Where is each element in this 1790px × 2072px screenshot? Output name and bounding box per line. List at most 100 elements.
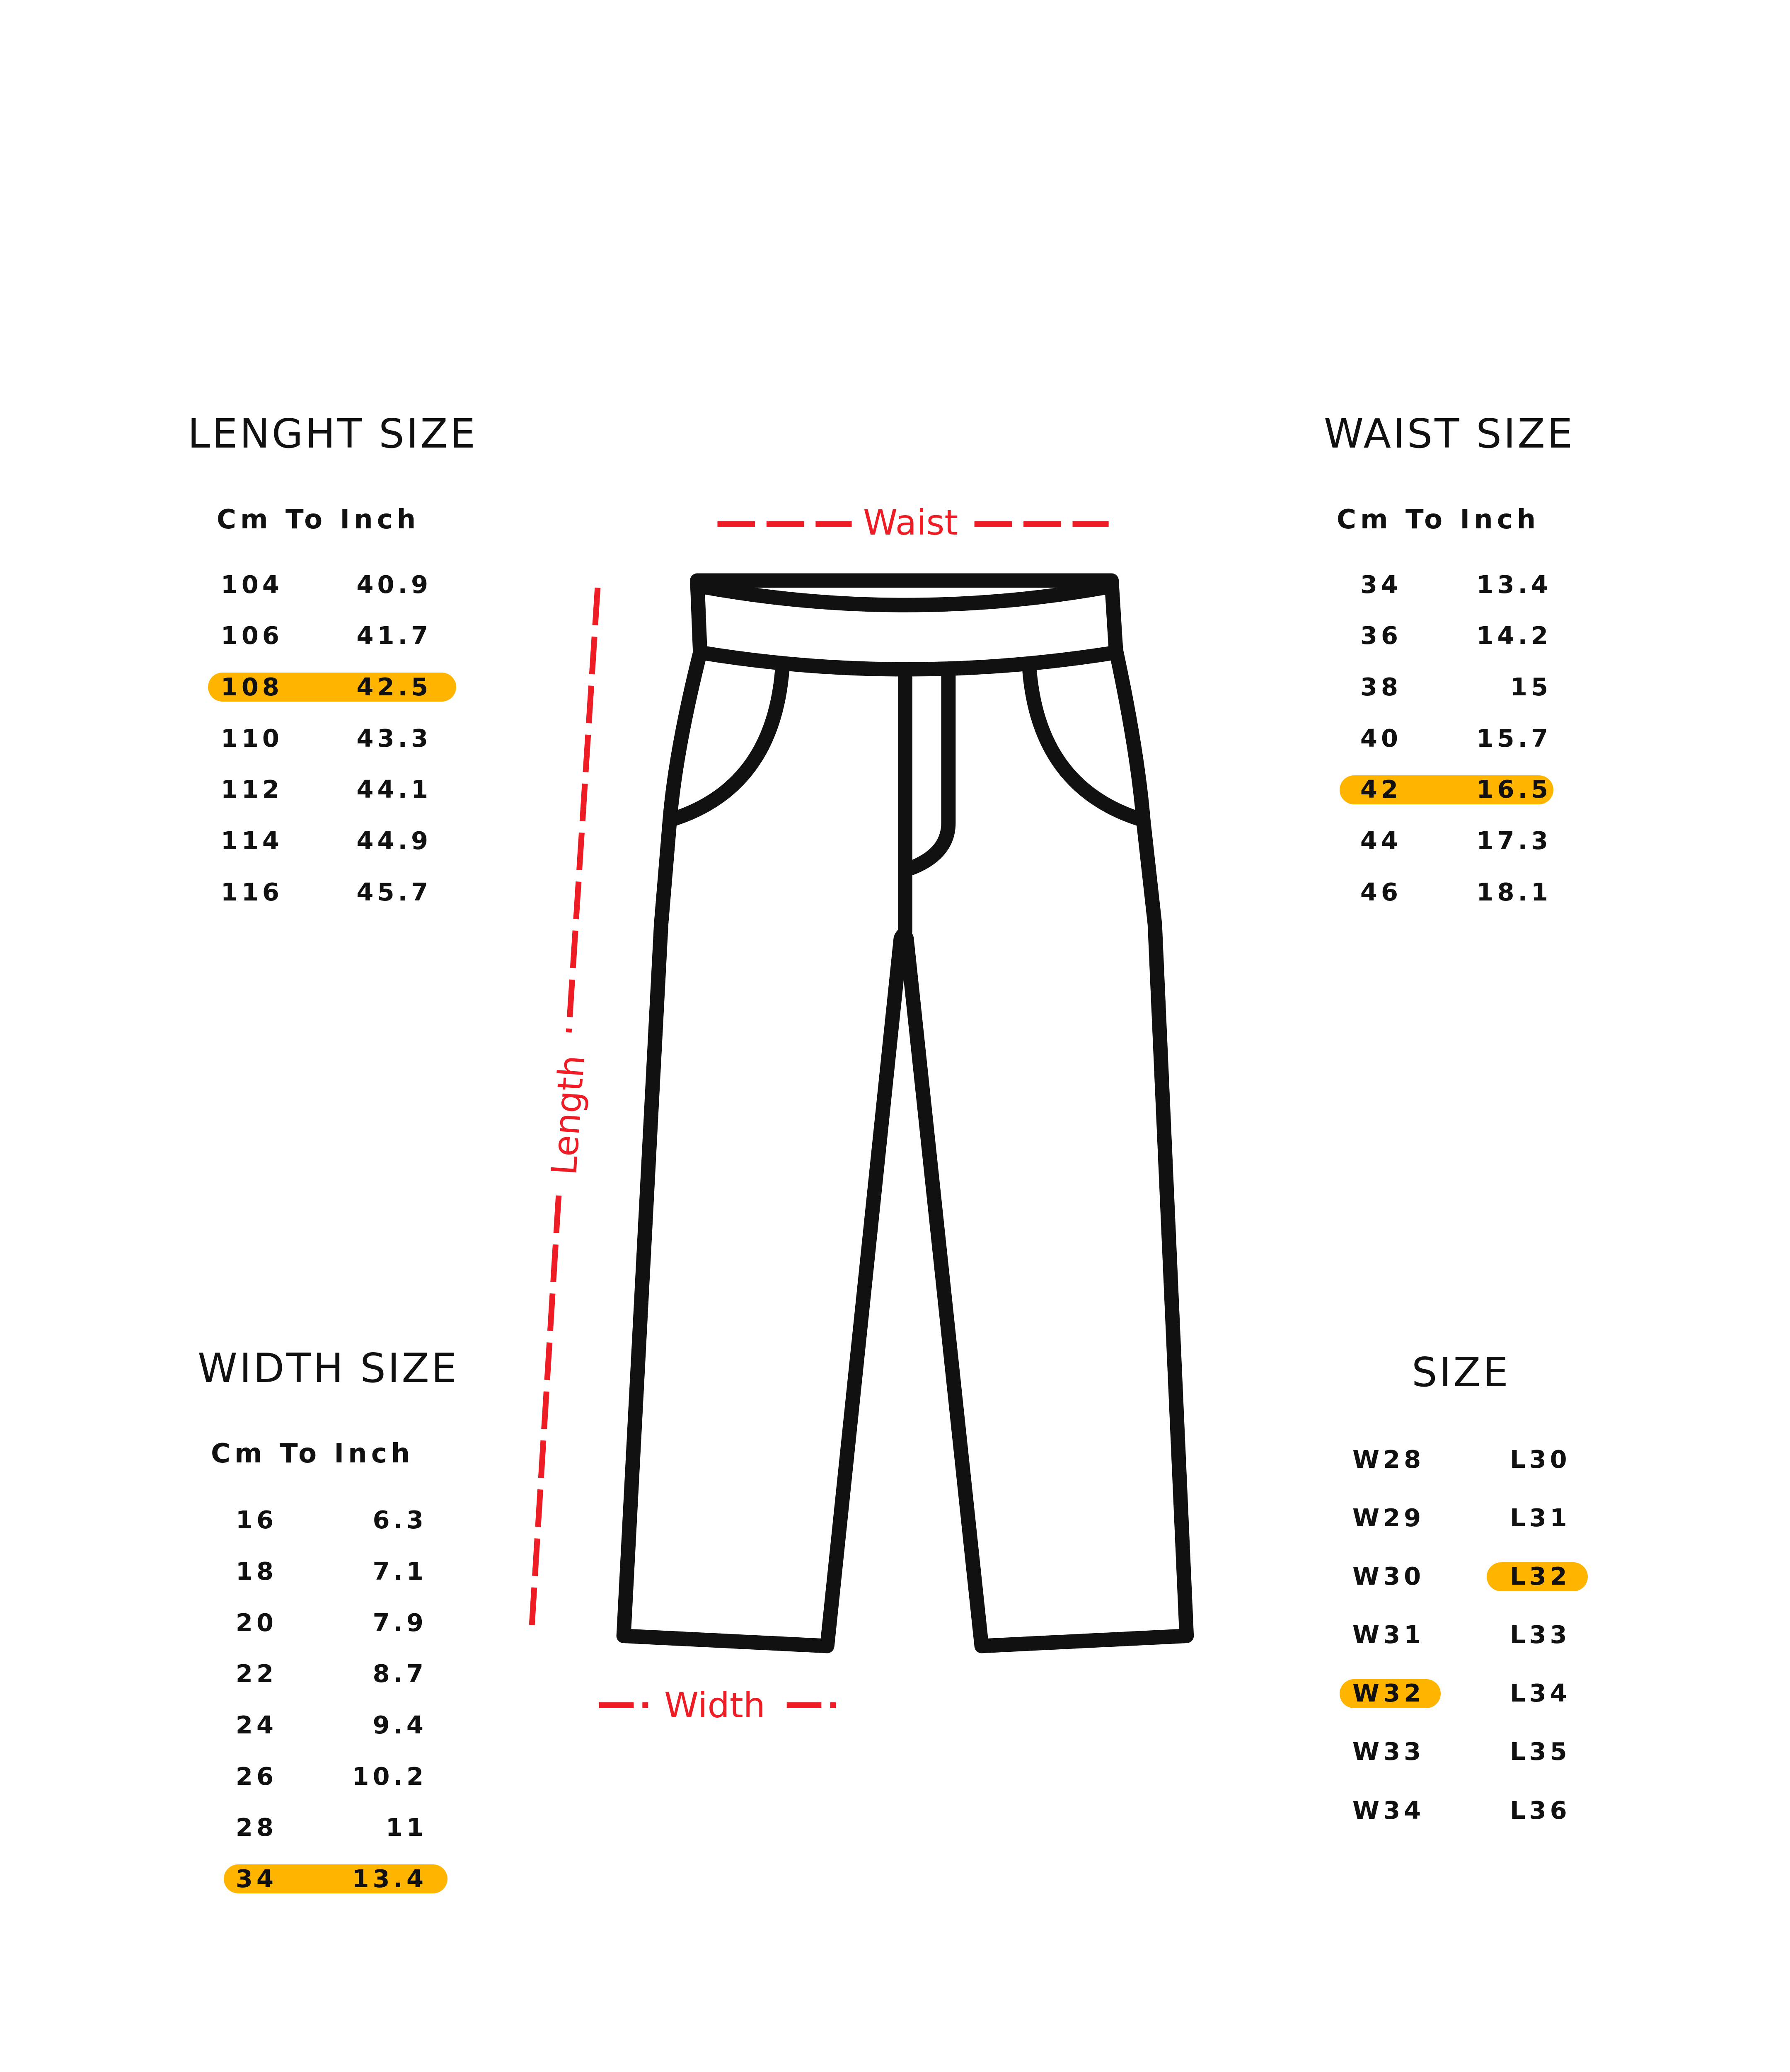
table-row: 46 18.1: [0, 874, 1790, 911]
waistband-top: [693, 579, 1119, 612]
table-row: 34 13.4: [0, 566, 1790, 603]
table-row: 104 40.9: [0, 566, 1790, 603]
inch-value: 8.7: [373, 1659, 427, 1688]
inch-value: 13.4: [352, 1864, 427, 1893]
table-row: 116 45.7: [0, 874, 1790, 911]
cm-value: 106: [220, 621, 283, 650]
waist-size: W32: [1352, 1679, 1425, 1707]
highlight-marker: [1340, 775, 1553, 804]
inch-value: 40.9: [356, 570, 432, 599]
size-row: W33 L35: [0, 1733, 1790, 1770]
length-label: Length: [544, 1054, 593, 1176]
table-row: 20 7.9: [0, 1604, 1790, 1641]
table-row: 36 14.2: [0, 617, 1790, 654]
length-measure-line-top: [566, 587, 601, 1033]
highlight-marker: [208, 673, 456, 702]
table-row: 40 15.7: [0, 720, 1790, 757]
cm-value: 112: [220, 775, 283, 804]
table-row: 38 15: [0, 668, 1790, 706]
length-size: L36: [1510, 1796, 1571, 1825]
cm-value: 34: [1360, 570, 1402, 599]
inch-value: 6.3: [373, 1506, 427, 1534]
size-row: W29 L31: [0, 1499, 1790, 1537]
inch-value: 7.1: [373, 1557, 427, 1585]
inch-value: 15: [1510, 673, 1552, 701]
inch-value: 42.5: [356, 673, 432, 701]
size-row: W28 L30: [0, 1441, 1790, 1478]
inch-value: 17.3: [1476, 826, 1552, 855]
right-pocket: [1022, 660, 1151, 828]
size-row: W30 L32: [0, 1558, 1790, 1595]
width-size-title: WIDTH SIZE: [198, 1345, 459, 1392]
waist-size-title: WAIST SIZE: [1324, 410, 1575, 457]
waist-size: W33: [1352, 1737, 1425, 1766]
inch-value: 18.1: [1476, 878, 1552, 906]
inch-value: 43.3: [356, 724, 432, 753]
cm-value: 44: [1360, 826, 1402, 855]
inch-value: 16.5: [1476, 775, 1552, 804]
cm-value: 110: [220, 724, 283, 753]
cm-value: 28: [235, 1813, 277, 1842]
table-row: 28 11: [0, 1809, 1790, 1846]
inch-value: 9.4: [373, 1711, 427, 1739]
waist-label: Waist: [863, 502, 958, 543]
table-row: 106 41.7: [0, 617, 1790, 654]
highlight-marker: [1340, 1679, 1441, 1708]
cm-value: 24: [235, 1711, 277, 1739]
inch-value: 44.9: [356, 826, 432, 855]
size-row: W31 L33: [0, 1616, 1790, 1653]
length-measure-line-bottom: [528, 1195, 562, 1636]
table-row: 34 13.4: [0, 1860, 1790, 1898]
size-row: W32 L34: [0, 1675, 1790, 1712]
waist-size-subtitle: Cm To Inch: [1337, 504, 1540, 535]
length-size: L34: [1510, 1679, 1571, 1707]
length-size: L35: [1510, 1737, 1571, 1766]
table-row: 42 16.5: [0, 771, 1790, 808]
cm-value: 34: [235, 1864, 277, 1893]
length-size-subtitle: Cm To Inch: [217, 504, 420, 535]
waist-size: W28: [1352, 1445, 1425, 1474]
inch-value: 41.7: [356, 621, 432, 650]
length-size: L32: [1510, 1562, 1571, 1590]
cm-value: 108: [220, 673, 283, 701]
table-row: 16 6.3: [0, 1501, 1790, 1539]
highlight-marker: [1487, 1562, 1588, 1591]
width-label: Width: [664, 1685, 766, 1726]
table-row: 114 44.9: [0, 822, 1790, 859]
waist-size: W29: [1352, 1503, 1425, 1532]
table-row: 44 17.3: [0, 822, 1790, 859]
cm-value: 36: [1360, 621, 1402, 650]
highlight-marker: [224, 1864, 448, 1893]
cm-value: 42: [1360, 775, 1402, 804]
waist-size: W31: [1352, 1620, 1425, 1649]
length-size-title: LENGHT SIZE: [188, 410, 477, 457]
size-row: W34 L36: [0, 1792, 1790, 1829]
length-size: L30: [1510, 1445, 1571, 1474]
table-row: 112 44.1: [0, 771, 1790, 808]
left-pocket: [663, 660, 790, 828]
cm-value: 16: [235, 1506, 277, 1534]
cm-value: 104: [220, 570, 283, 599]
cm-value: 114: [220, 826, 283, 855]
inch-value: 10.2: [352, 1762, 427, 1791]
inch-value: 15.7: [1476, 724, 1552, 753]
cm-value: 40: [1360, 724, 1402, 753]
size-title: SIZE: [1412, 1349, 1510, 1396]
cm-value: 46: [1360, 878, 1402, 906]
inch-value: 45.7: [356, 878, 432, 906]
inch-value: 13.4: [1476, 570, 1552, 599]
cm-value: 18: [235, 1557, 277, 1585]
cm-value: 20: [235, 1608, 277, 1637]
inch-value: 44.1: [356, 775, 432, 804]
pants-diagram: [528, 521, 1194, 1708]
length-size: L31: [1510, 1503, 1571, 1532]
cm-value: 38: [1360, 673, 1402, 701]
cm-value: 116: [220, 878, 283, 906]
table-row: 110 43.3: [0, 720, 1790, 757]
inch-value: 7.9: [373, 1608, 427, 1637]
cm-value: 26: [235, 1762, 277, 1791]
inch-value: 14.2: [1476, 621, 1552, 650]
table-row: 22 8.7: [0, 1655, 1790, 1692]
table-row: 26 10.2: [0, 1758, 1790, 1795]
cm-value: 22: [235, 1659, 277, 1688]
